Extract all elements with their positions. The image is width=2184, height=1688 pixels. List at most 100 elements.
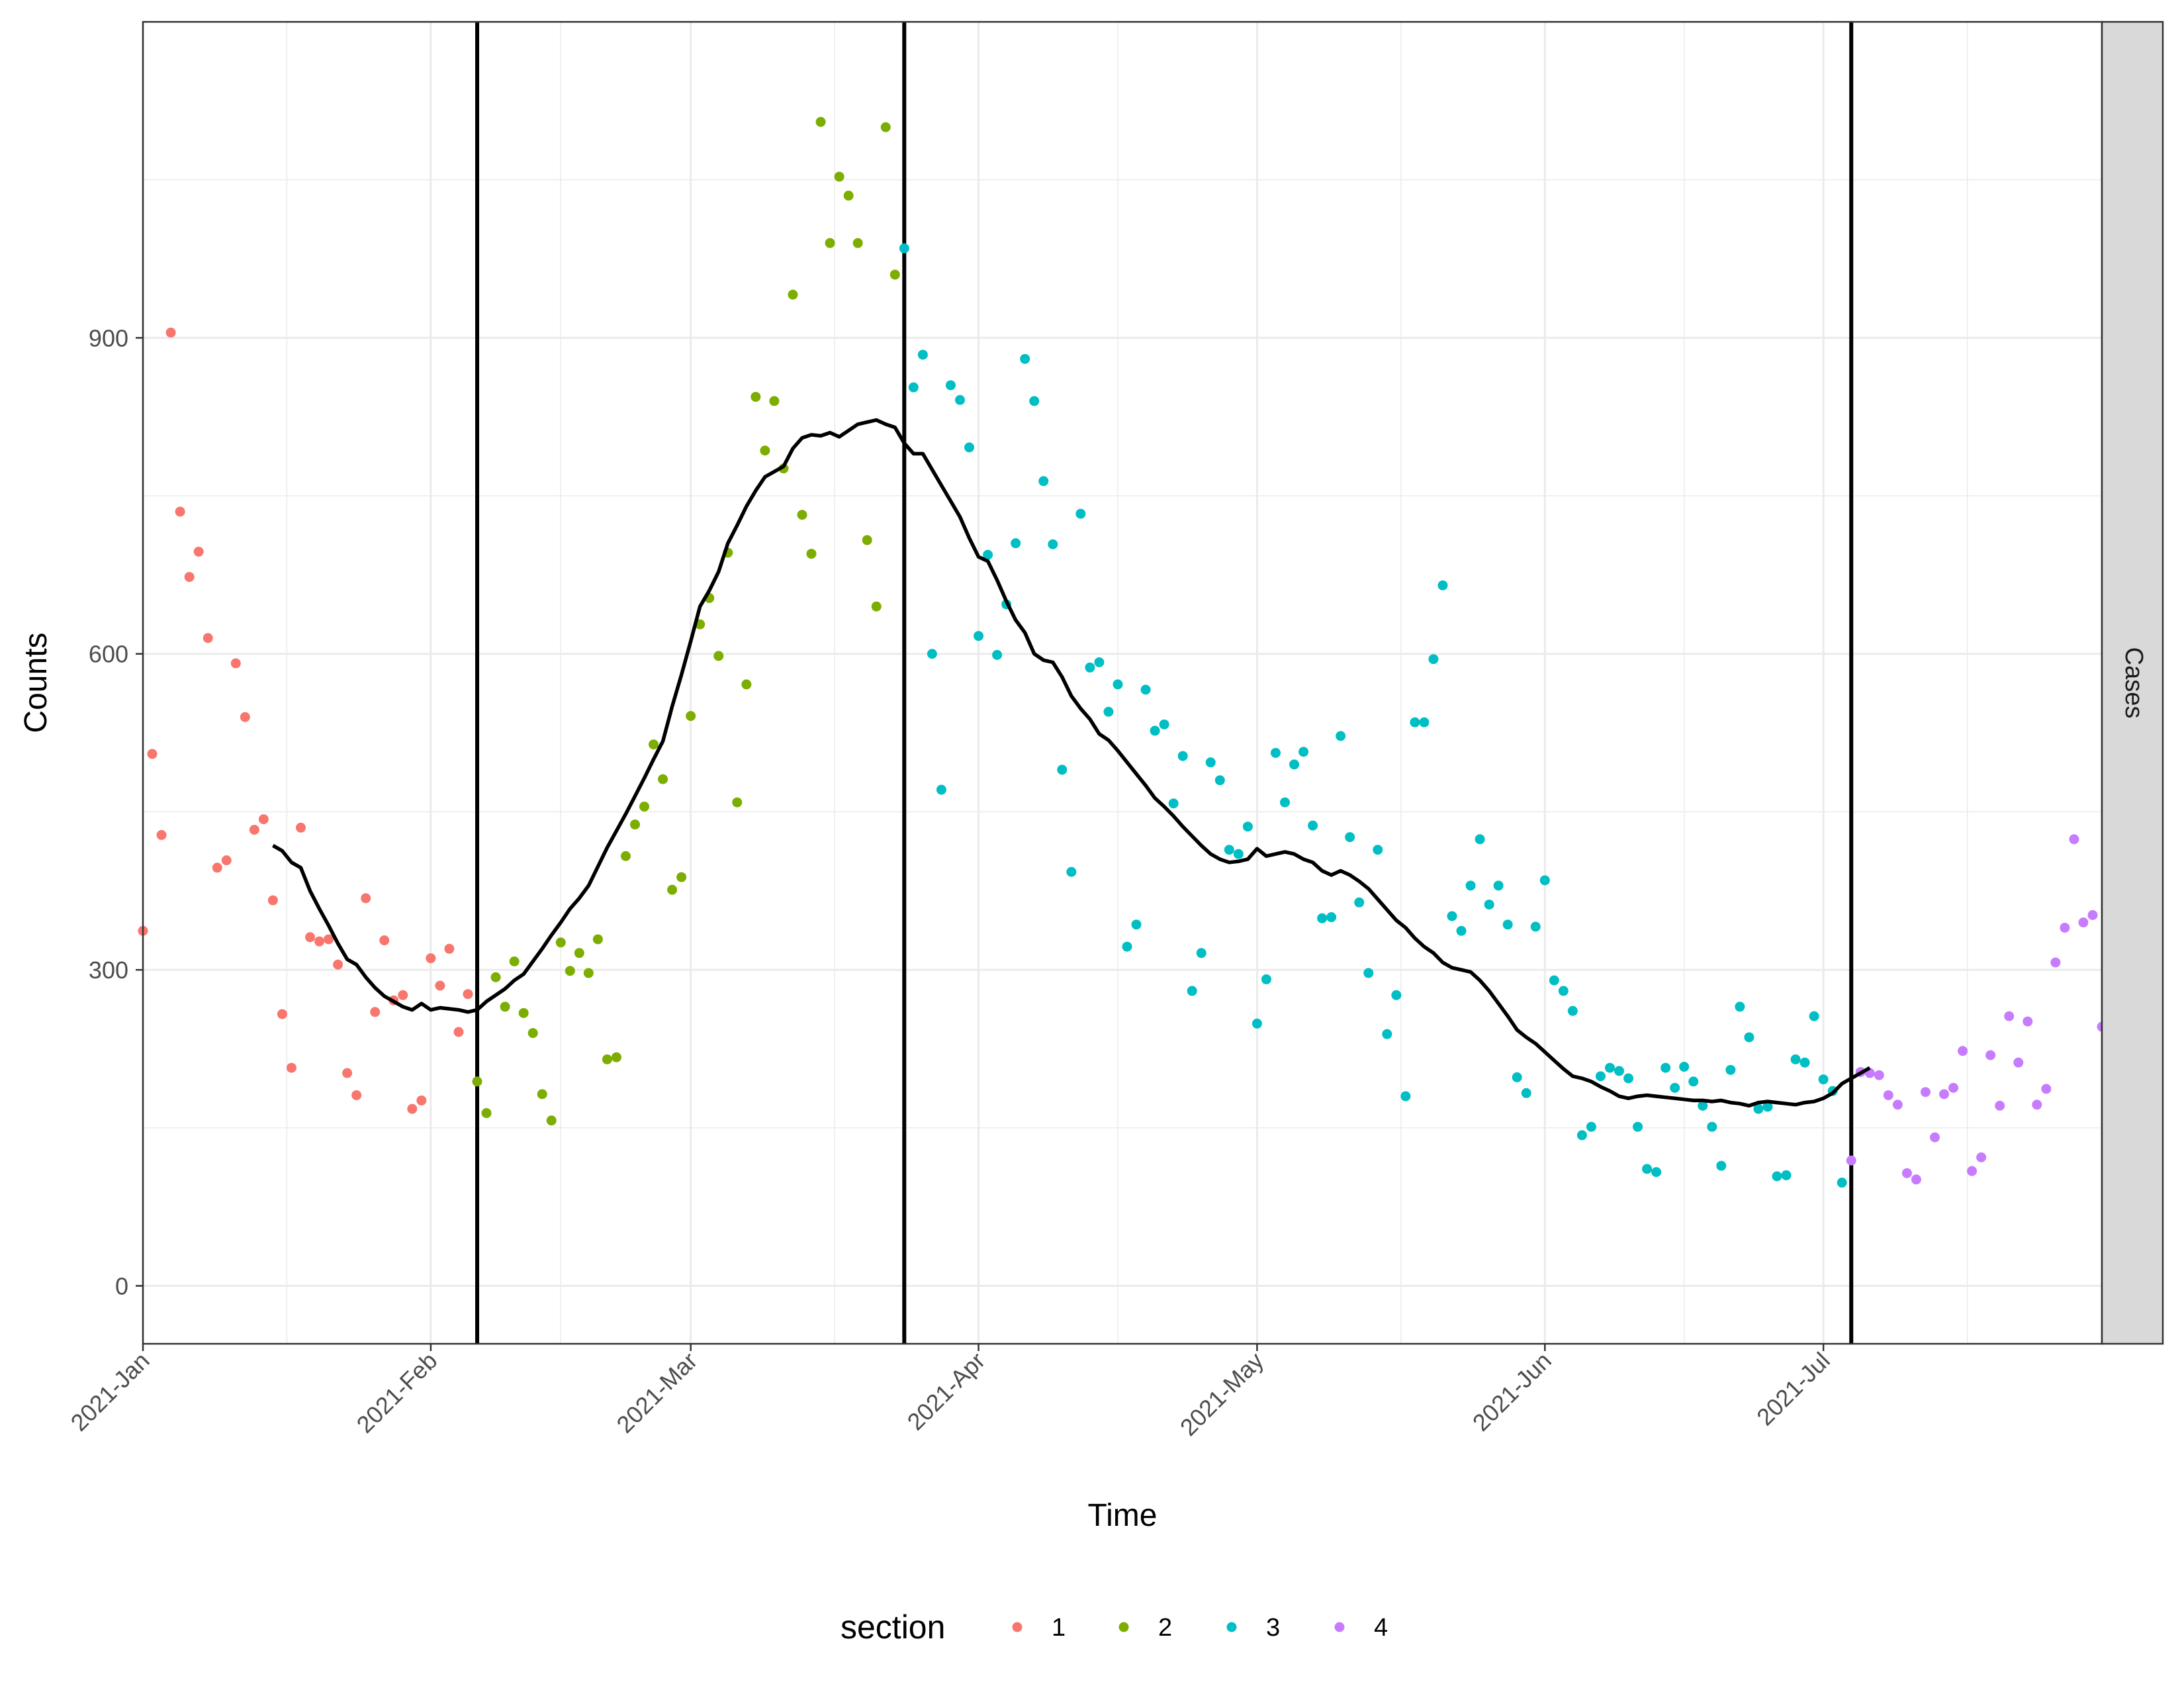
data-point — [917, 350, 928, 360]
data-point — [1716, 1160, 1727, 1171]
data-point — [741, 679, 752, 690]
data-point — [1122, 941, 1132, 952]
data-point — [1744, 1032, 1754, 1043]
data-point — [1242, 821, 1253, 832]
data-point — [732, 797, 743, 808]
data-point — [333, 959, 343, 970]
data-point — [713, 651, 724, 661]
data-point — [1633, 1121, 1643, 1132]
data-point — [565, 966, 575, 976]
data-point — [1233, 849, 1244, 859]
data-point — [286, 1062, 296, 1073]
data-point — [258, 814, 269, 825]
data-point — [1475, 834, 1485, 845]
data-point — [1029, 396, 1040, 406]
facet-strip: Cases — [2101, 21, 2164, 1345]
data-point — [1057, 765, 1068, 775]
series-1 — [138, 327, 473, 1114]
data-point — [416, 1095, 427, 1105]
data-point — [658, 774, 668, 784]
data-point — [574, 948, 584, 959]
data-point — [1558, 986, 1569, 996]
data-point — [193, 546, 204, 557]
data-point — [1465, 880, 1476, 891]
data-point — [230, 658, 241, 669]
data-point — [546, 1115, 557, 1126]
data-point — [1354, 897, 1365, 908]
y-axis: 0 300 600 900 — [89, 324, 143, 1299]
data-point — [1614, 1066, 1625, 1076]
data-point — [1939, 1089, 1950, 1100]
data-point — [1085, 662, 1095, 673]
data-point — [649, 739, 659, 750]
data-point — [1382, 1029, 1392, 1039]
legend-title: section — [841, 1609, 945, 1646]
data-point — [1549, 975, 1559, 986]
data-point — [175, 506, 185, 517]
data-point — [267, 895, 278, 906]
data-point — [490, 972, 501, 982]
series-3 — [899, 243, 1847, 1188]
data-point — [945, 380, 956, 391]
data-point — [908, 382, 919, 393]
data-point — [537, 1089, 547, 1100]
data-point — [974, 631, 984, 641]
data-point — [797, 510, 807, 520]
data-point — [602, 1054, 612, 1064]
data-point — [769, 396, 780, 406]
data-point — [398, 990, 408, 1000]
data-point — [1410, 717, 1420, 727]
data-point — [788, 289, 798, 300]
data-point — [1967, 1166, 1978, 1176]
data-points — [138, 117, 2107, 1188]
data-point — [1493, 880, 1504, 891]
data-point — [927, 649, 937, 659]
data-point — [871, 601, 882, 612]
data-point — [2004, 1011, 2015, 1021]
data-point — [1725, 1064, 1736, 1075]
x-axis-title: Time — [1088, 1498, 1158, 1533]
data-point — [1363, 968, 1374, 978]
data-point — [1298, 747, 1309, 757]
data-point — [583, 968, 594, 978]
legend-label: 1 — [1052, 1614, 1066, 1642]
data-point — [1688, 1076, 1699, 1087]
data-point — [453, 1027, 464, 1037]
data-point — [1883, 1090, 1893, 1100]
data-point — [1038, 476, 1049, 487]
data-point — [1911, 1174, 1921, 1185]
data-point — [751, 391, 761, 402]
data-point — [500, 1002, 510, 1012]
data-point — [834, 171, 844, 182]
data-point — [1985, 1050, 1996, 1060]
legend-key — [1226, 1622, 1237, 1632]
trend-line — [272, 418, 1871, 1108]
data-point — [936, 784, 946, 795]
data-point — [611, 1052, 621, 1062]
data-point — [1948, 1082, 1959, 1093]
data-point — [1177, 751, 1188, 761]
data-point — [379, 935, 390, 946]
data-point — [1790, 1054, 1801, 1064]
data-point — [1168, 798, 1179, 809]
data-point — [760, 445, 770, 456]
data-point — [1373, 845, 1383, 855]
data-point — [2013, 1057, 2024, 1068]
data-point — [1308, 820, 1318, 831]
data-point — [1437, 580, 1448, 590]
data-point — [1336, 731, 1346, 741]
data-point — [806, 549, 817, 559]
data-point — [1317, 913, 1328, 923]
data-point — [295, 822, 306, 833]
data-point — [1837, 1178, 1847, 1188]
data-point — [1958, 1046, 1968, 1056]
data-point — [2060, 922, 2070, 933]
data-point — [620, 851, 631, 861]
data-point — [1113, 679, 1123, 690]
data-point — [370, 1007, 381, 1017]
data-point — [1159, 719, 1169, 729]
data-point — [518, 1008, 529, 1018]
facet-strip-box — [2101, 21, 2164, 1345]
data-point — [527, 1028, 538, 1039]
